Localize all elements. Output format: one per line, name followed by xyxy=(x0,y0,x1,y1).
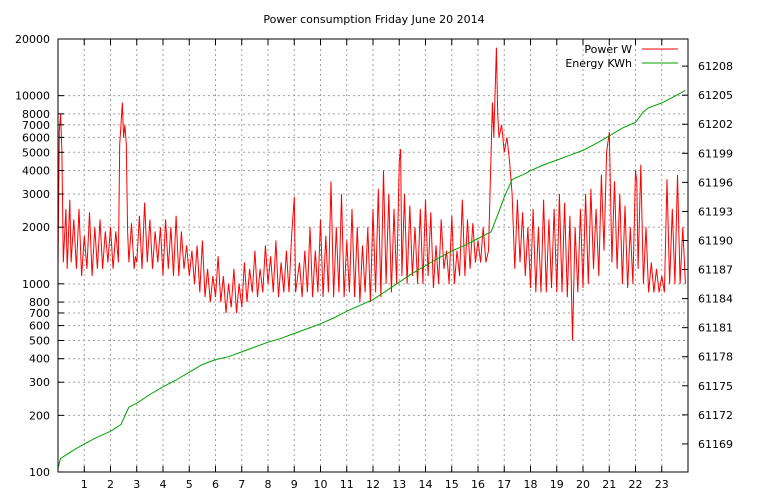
x-tick-label: 4 xyxy=(160,478,167,491)
x-tick-label: 22 xyxy=(629,478,643,491)
legend-label-energy: Energy KWh xyxy=(565,57,632,70)
series-line-power-w xyxy=(57,47,686,341)
x-tick-label: 2 xyxy=(107,478,114,491)
y-tick-label: 1000 xyxy=(22,278,50,291)
y2-tick-label: 61169 xyxy=(698,438,733,451)
y-tick-label: 100 xyxy=(29,466,50,479)
y2-tick-label: 61208 xyxy=(698,60,733,73)
y-tick-label: 500 xyxy=(29,334,50,347)
x-tick-label: 17 xyxy=(497,478,511,491)
y-tick-label: 4000 xyxy=(22,165,50,178)
y2-tick-label: 61193 xyxy=(698,205,733,218)
y-tick-label: 300 xyxy=(29,376,50,389)
y-tick-label: 20000 xyxy=(15,33,50,46)
y2-tick-label: 61184 xyxy=(698,293,733,306)
chart-title: Power consumption Friday June 20 2014 xyxy=(263,13,484,26)
x-tick-label: 13 xyxy=(392,478,406,491)
y-tick-label: 400 xyxy=(29,353,50,366)
y-tick-label: 6000 xyxy=(22,131,50,144)
y-tick-label: 200 xyxy=(29,409,50,422)
x-tick-label: 21 xyxy=(602,478,616,491)
y-tick-label: 5000 xyxy=(22,146,50,159)
x-tick-label: 20 xyxy=(576,478,590,491)
axis-layer: 1 2 3 4 5 6 7 8 9 10 11 12 13 14 15 16 17 18 19 20 21 22 23100… xyxy=(15,33,733,491)
x-tick-label: 12 xyxy=(366,478,380,491)
y2-tick-label: 61205 xyxy=(698,89,733,102)
y-tick-label: 7000 xyxy=(22,119,50,132)
x-tick-label: 10 xyxy=(314,478,328,491)
y2-tick-label: 61187 xyxy=(698,264,733,277)
x-tick-label: 3 xyxy=(133,478,140,491)
x-tick-label: 9 xyxy=(291,478,298,491)
y2-tick-label: 61199 xyxy=(698,147,733,160)
series-line-energy-kwh xyxy=(57,89,686,469)
x-tick-label: 16 xyxy=(471,478,485,491)
y-tick-label: 3000 xyxy=(22,188,50,201)
y-tick-label: 8000 xyxy=(22,108,50,121)
x-tick-label: 8 xyxy=(265,478,272,491)
legend-label-power: Power W xyxy=(584,43,632,56)
y2-tick-label: 61172 xyxy=(698,409,733,422)
x-tick-label: 14 xyxy=(419,478,433,491)
x-tick-label: 6 xyxy=(212,478,219,491)
y2-tick-label: 61202 xyxy=(698,118,733,131)
y-tick-label: 2000 xyxy=(22,221,50,234)
legend: Power W Energy KWh xyxy=(565,43,678,70)
x-tick-label: 11 xyxy=(340,478,354,491)
y2-tick-label: 61181 xyxy=(698,322,733,335)
y-tick-label: 10000 xyxy=(15,90,50,103)
x-tick-label: 18 xyxy=(524,478,538,491)
x-tick-label: 15 xyxy=(445,478,459,491)
x-tick-label: 19 xyxy=(550,478,564,491)
x-tick-label: 23 xyxy=(655,478,669,491)
y-tick-label: 800 xyxy=(29,296,50,309)
y-tick-label: 600 xyxy=(29,320,50,333)
y2-tick-label: 61175 xyxy=(698,380,733,393)
x-tick-label: 1 xyxy=(81,478,88,491)
series-layer xyxy=(57,47,686,469)
x-tick-label: 7 xyxy=(238,478,245,491)
x-tick-label: 5 xyxy=(186,478,193,491)
y2-tick-label: 61190 xyxy=(698,234,733,247)
grid-lines xyxy=(58,39,688,472)
y-tick-label: 700 xyxy=(29,307,50,320)
y2-tick-label: 61178 xyxy=(698,351,733,364)
y2-tick-label: 61196 xyxy=(698,176,733,189)
